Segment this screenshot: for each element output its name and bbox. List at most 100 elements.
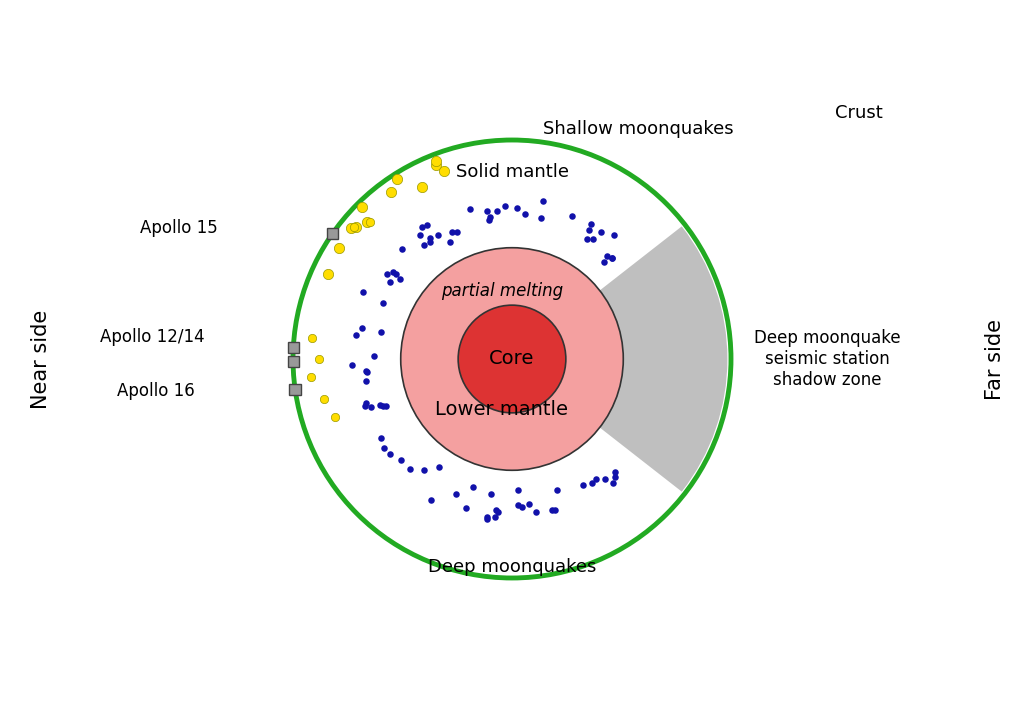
- Point: [375, 297, 391, 308]
- Circle shape: [293, 140, 731, 578]
- Point: [382, 276, 398, 287]
- Point: [353, 322, 370, 334]
- Point: [516, 208, 532, 220]
- Text: Apollo 12/14: Apollo 12/14: [100, 328, 205, 347]
- Point: [362, 401, 379, 413]
- Point: [402, 463, 419, 475]
- Point: [486, 511, 503, 523]
- Point: [584, 477, 600, 489]
- Point: [428, 156, 444, 167]
- Point: [358, 376, 375, 387]
- Point: [416, 240, 432, 251]
- Point: [481, 215, 498, 226]
- Point: [430, 230, 446, 241]
- Text: Shallow moonquakes: Shallow moonquakes: [543, 120, 733, 139]
- Point: [478, 510, 495, 522]
- Point: [373, 432, 389, 443]
- Point: [544, 505, 560, 516]
- Point: [358, 217, 375, 228]
- Point: [388, 268, 404, 279]
- Point: [488, 504, 505, 516]
- Point: [580, 233, 596, 245]
- Point: [435, 165, 452, 177]
- Point: [462, 203, 478, 215]
- Point: [422, 232, 438, 243]
- Point: [321, 269, 337, 280]
- Point: [606, 467, 623, 478]
- Point: [532, 212, 549, 223]
- Point: [357, 400, 374, 411]
- Wedge shape: [512, 226, 727, 492]
- Point: [348, 330, 365, 341]
- Point: [574, 480, 591, 491]
- Point: [483, 489, 500, 500]
- Point: [393, 454, 410, 466]
- Point: [373, 326, 389, 337]
- FancyBboxPatch shape: [327, 228, 338, 239]
- Point: [603, 252, 620, 264]
- Point: [372, 400, 388, 411]
- Point: [431, 461, 447, 472]
- FancyBboxPatch shape: [288, 355, 299, 367]
- Circle shape: [458, 305, 566, 413]
- Circle shape: [400, 248, 624, 470]
- Point: [382, 448, 398, 460]
- Point: [419, 219, 435, 230]
- Point: [549, 484, 565, 495]
- Point: [604, 477, 621, 489]
- Point: [479, 205, 496, 217]
- Point: [535, 195, 551, 207]
- Point: [347, 222, 364, 233]
- Point: [481, 211, 498, 223]
- Point: [358, 366, 375, 378]
- Point: [583, 218, 599, 230]
- Point: [375, 401, 391, 412]
- Point: [449, 227, 465, 238]
- Text: Near side: Near side: [31, 309, 51, 409]
- Point: [603, 253, 620, 264]
- Text: Core: Core: [489, 350, 535, 368]
- Point: [379, 269, 395, 280]
- Point: [423, 494, 439, 505]
- Point: [595, 256, 611, 268]
- Point: [510, 500, 526, 511]
- Point: [514, 501, 530, 513]
- Point: [428, 159, 444, 171]
- Point: [354, 201, 371, 213]
- Point: [588, 473, 604, 485]
- Text: Deep moonquakes: Deep moonquakes: [428, 558, 596, 577]
- Point: [447, 489, 464, 500]
- Point: [376, 442, 392, 454]
- Text: Apollo 16: Apollo 16: [117, 382, 195, 401]
- Point: [520, 498, 537, 510]
- Point: [606, 471, 623, 482]
- Point: [385, 266, 401, 277]
- Text: partial melting: partial melting: [440, 281, 563, 300]
- Point: [416, 464, 432, 475]
- FancyBboxPatch shape: [290, 383, 301, 395]
- Point: [528, 506, 545, 518]
- Text: Far side: Far side: [985, 319, 1006, 399]
- Point: [593, 226, 609, 238]
- Point: [357, 365, 374, 376]
- Point: [563, 210, 580, 221]
- Point: [383, 186, 399, 197]
- Point: [394, 243, 411, 255]
- Point: [581, 224, 597, 236]
- Point: [331, 242, 347, 253]
- Point: [378, 400, 394, 411]
- Text: Apollo 15: Apollo 15: [140, 219, 218, 238]
- Point: [343, 359, 359, 370]
- Point: [547, 504, 563, 516]
- Point: [458, 502, 474, 513]
- Text: Lower mantle: Lower mantle: [435, 400, 568, 419]
- Point: [413, 230, 429, 241]
- Point: [388, 174, 404, 185]
- Point: [585, 233, 601, 244]
- Text: Crust: Crust: [835, 104, 883, 122]
- Point: [343, 223, 359, 234]
- Point: [355, 286, 372, 298]
- Point: [443, 225, 460, 237]
- Point: [606, 229, 623, 241]
- Point: [422, 236, 438, 248]
